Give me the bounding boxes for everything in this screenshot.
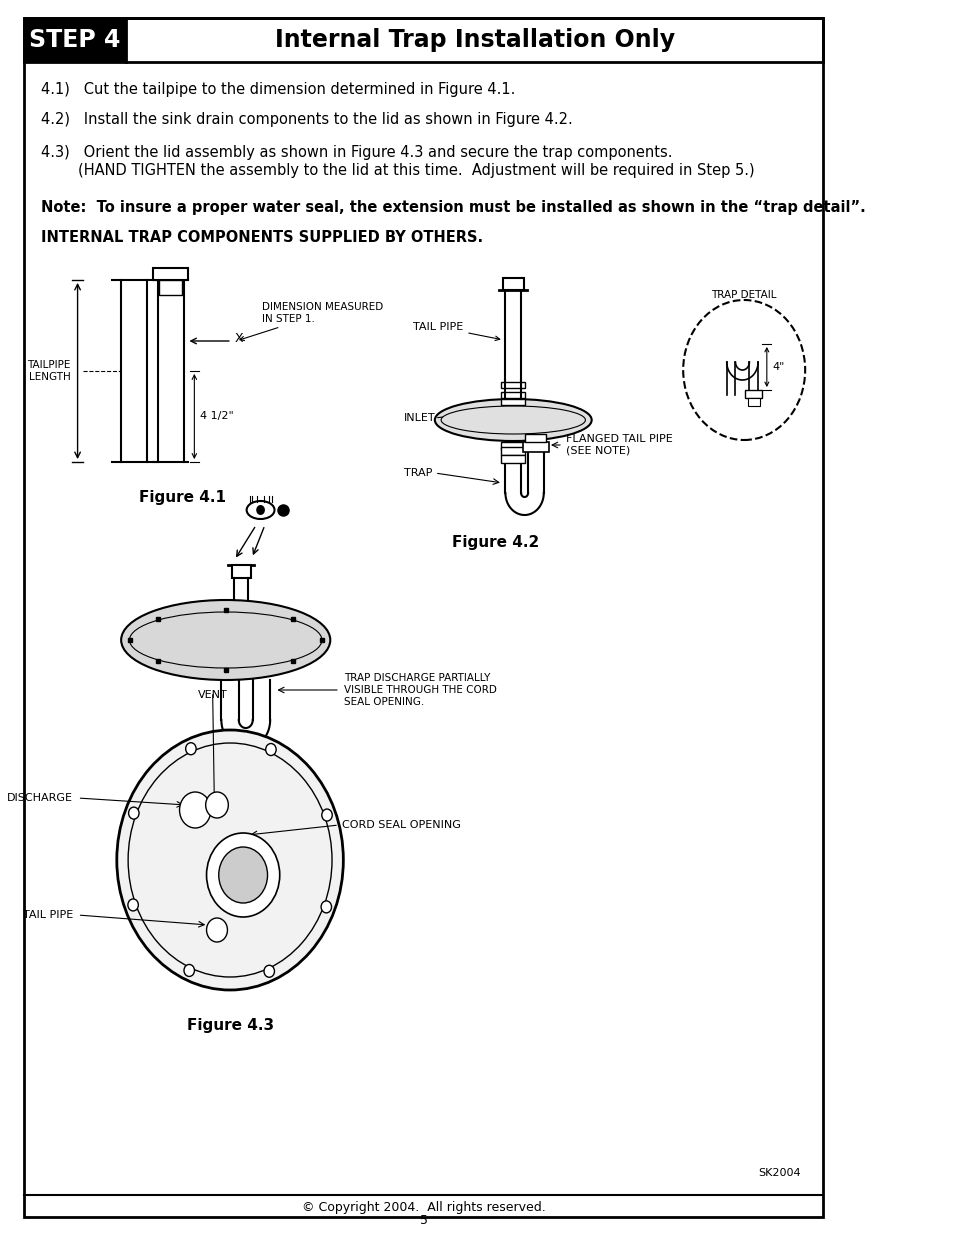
Text: 4": 4" [772,362,784,372]
Text: CORD SEAL OPENING: CORD SEAL OPENING [341,820,460,830]
Text: DIMENSION MEASURED
IN STEP 1.: DIMENSION MEASURED IN STEP 1. [240,303,383,341]
Text: © Copyright 2004.  All rights reserved.: © Copyright 2004. All rights reserved. [301,1200,545,1214]
Bar [159,280,182,295]
Bar [500,454,525,463]
Circle shape [128,743,332,977]
Text: INTERNAL TRAP COMPONENTS SUPPLIED BY OTHERS.: INTERNAL TRAP COMPONENTS SUPPLIED BY OTH… [41,230,482,245]
Bar [24,19,822,62]
Text: Figure 4.1: Figure 4.1 [138,490,226,505]
Circle shape [207,918,227,942]
Bar [153,268,188,280]
Text: 5: 5 [419,1214,427,1226]
Text: 4.3)   Orient the lid assembly as shown in Figure 4.3 and secure the trap compon: 4.3) Orient the lid assembly as shown in… [41,144,672,161]
Ellipse shape [130,613,321,668]
Text: Internal Trap Installation Only: Internal Trap Installation Only [274,28,675,52]
Circle shape [256,505,265,515]
Text: TRAP DETAIL: TRAP DETAIL [711,290,776,300]
Text: TRAP DISCHARGE PARTIALLY
VISIBLE THROUGH THE CORD
SEAL OPENING.: TRAP DISCHARGE PARTIALLY VISIBLE THROUGH… [344,673,497,706]
Text: VENT: VENT [197,690,227,700]
Circle shape [184,965,194,977]
Bar [744,390,761,398]
Circle shape [321,900,332,913]
Bar [522,442,548,452]
Text: STEP 4: STEP 4 [30,28,120,52]
Text: TAIL PIPE: TAIL PIPE [23,910,73,920]
Circle shape [218,847,267,903]
Ellipse shape [121,600,330,680]
Circle shape [206,792,228,818]
Bar [500,382,525,388]
Text: FLANGED TAIL PIPE
(SEE NOTE): FLANGED TAIL PIPE (SEE NOTE) [565,435,672,456]
Circle shape [207,832,279,918]
Text: Figure 4.2: Figure 4.2 [452,535,538,550]
Bar [502,278,523,290]
Circle shape [116,730,343,990]
Text: TRAP: TRAP [404,468,433,478]
Text: DISCHARGE: DISCHARGE [8,793,73,803]
Bar [747,398,759,406]
Text: 4.2)   Install the sink drain components to the lid as shown in Figure 4.2.: 4.2) Install the sink drain components t… [41,112,572,127]
Text: Note:  To insure a proper water seal, the extension must be installed as shown i: Note: To insure a proper water seal, the… [41,200,864,215]
Bar [24,19,126,62]
Text: 4.1)   Cut the tailpipe to the dimension determined in Figure 4.1.: 4.1) Cut the tailpipe to the dimension d… [41,82,515,98]
Ellipse shape [435,399,591,441]
Bar [500,447,525,454]
Bar [525,433,546,442]
Text: Figure 4.3: Figure 4.3 [187,1018,274,1032]
Bar [500,442,525,450]
Text: 4 1/2": 4 1/2" [200,411,233,421]
Bar [500,391,525,398]
Circle shape [128,899,138,911]
Circle shape [179,792,211,827]
Circle shape [186,742,196,755]
Ellipse shape [440,406,585,433]
Circle shape [129,808,139,819]
Circle shape [264,966,274,977]
Text: (HAND TIGHTEN the assembly to the lid at this time.  Adjustment will be required: (HAND TIGHTEN the assembly to the lid at… [41,163,754,178]
Bar [500,399,525,405]
Text: INLET: INLET [404,412,436,424]
Text: SK2004: SK2004 [758,1168,800,1178]
Text: X: X [234,332,243,346]
Text: TAIL PIPE: TAIL PIPE [413,322,499,341]
Bar [232,564,251,578]
Circle shape [266,743,275,756]
Text: TAILPIPE
LENGTH: TAILPIPE LENGTH [28,361,71,382]
Circle shape [321,809,332,821]
